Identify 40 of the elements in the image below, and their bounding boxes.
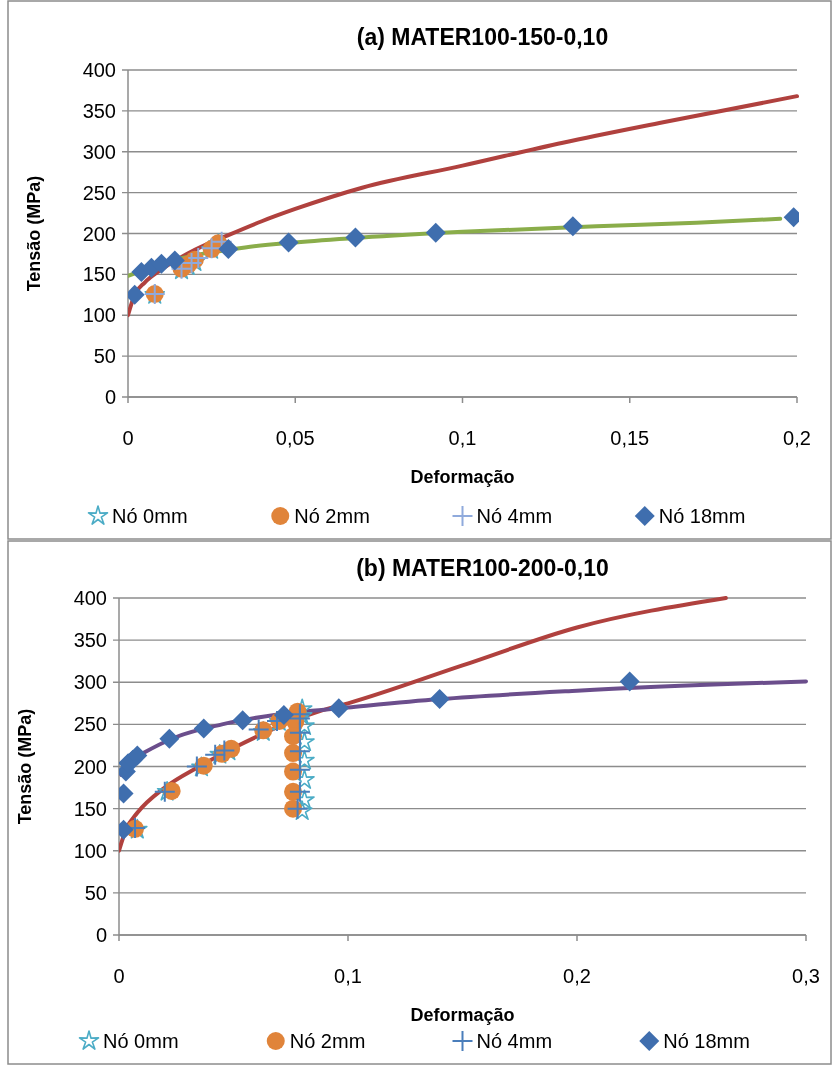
x-tick-label: 0,2 [783, 427, 811, 449]
y-tick-label: 250 [73, 713, 107, 736]
legend-label: Nó 18mm [658, 505, 746, 527]
y-tick-label: 350 [82, 99, 116, 122]
y-tick-label: 300 [82, 140, 116, 163]
y-tick-label: 50 [84, 881, 107, 904]
y-axis-title: Tensão (MPa) [24, 175, 44, 292]
y-tick-label: 150 [82, 263, 116, 286]
x-tick-label: 0,3 [792, 965, 820, 987]
x-tick-label: 0,05 [275, 427, 315, 449]
y-tick-label: 200 [82, 222, 116, 245]
legend-label: Nó 2mm [289, 1030, 366, 1052]
y-tick-label: 350 [73, 629, 107, 652]
legend-label: Nó 4mm [476, 1030, 553, 1052]
x-tick-label: 0 [122, 427, 134, 449]
legend-label: Nó 2mm [294, 505, 370, 527]
y-tick-label: 300 [73, 671, 107, 694]
y-tick-label: 400 [82, 59, 116, 81]
x-axis-title: Deformação [410, 467, 515, 487]
y-tick-label: 400 [73, 587, 107, 609]
y-axis-title: Tensão (MPa) [15, 708, 35, 825]
y-tick-label: 0 [95, 924, 107, 946]
y-tick-label: 0 [104, 386, 116, 408]
x-tick-label: 0,15 [610, 427, 650, 449]
y-tick-label: 150 [73, 797, 107, 820]
y-tick-label: 50 [93, 345, 116, 368]
x-tick-label: 0,1 [334, 965, 362, 987]
chart-title: (b) MATER100-200-0,10 [356, 555, 609, 581]
legend-label: Nó 0mm [112, 505, 188, 527]
x-tick-label: 0,2 [563, 965, 591, 987]
y-tick-label: 200 [73, 755, 107, 778]
legend-label: Nó 0mm [103, 1030, 179, 1052]
y-tick-label: 100 [82, 304, 116, 327]
y-tick-label: 250 [82, 181, 116, 204]
x-tick-label: 0,1 [448, 427, 477, 449]
x-axis-title: Deformação [410, 1005, 515, 1025]
legend-label: Nó 4mm [476, 505, 553, 527]
chart-title: (a) MATER100-150-0,10 [356, 24, 609, 50]
legend-label: Nó 18mm [663, 1030, 750, 1052]
y-tick-label: 100 [73, 839, 107, 862]
